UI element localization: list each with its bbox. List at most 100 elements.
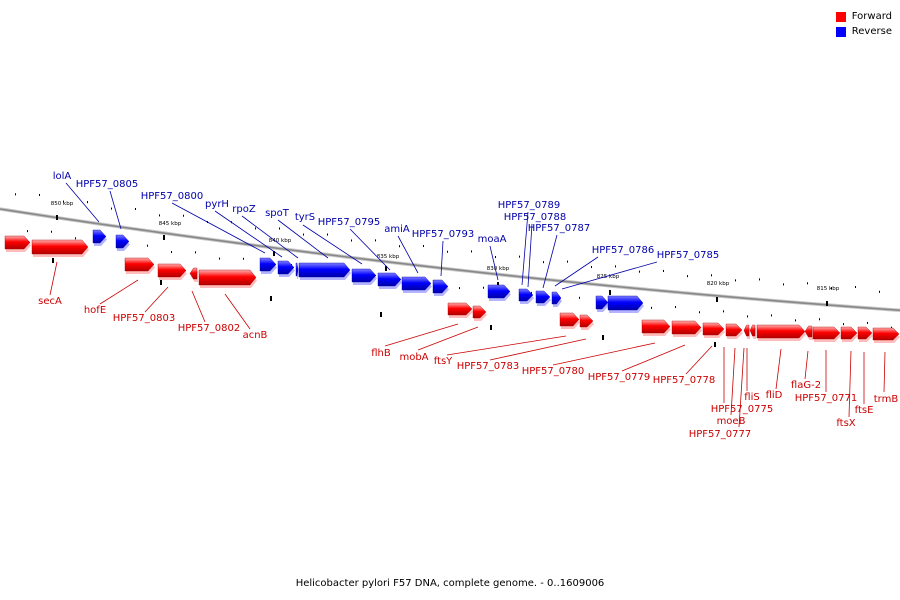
- gene-arrow-acnB[interactable]: [198, 269, 257, 286]
- gene-label-HPF57_0787[interactable]: HPF57_0787: [528, 223, 590, 234]
- gene-label-HPF57_0793[interactable]: HPF57_0793: [412, 229, 474, 240]
- leader-line-HPF57_0789: [521, 211, 529, 286]
- minor-tick: [891, 326, 892, 329]
- gene-label-ftsX[interactable]: ftsX: [836, 418, 855, 429]
- gene-label-trmB[interactable]: trmB: [874, 394, 899, 405]
- major-tick: [602, 335, 604, 340]
- major-tick: [826, 301, 828, 306]
- minor-tick: [459, 287, 460, 290]
- gene-label-ftsY[interactable]: ftsY: [434, 356, 453, 367]
- gene-label-HPF57_0783[interactable]: HPF57_0783: [457, 361, 519, 372]
- gene-arrow-flaG-2[interactable]: [812, 326, 841, 340]
- gene-arrow-pyrH[interactable]: [277, 260, 295, 275]
- minor-tick: [147, 244, 148, 247]
- gene-arrow-ftsY[interactable]: [559, 312, 580, 327]
- scale-label: 825 kbp: [597, 274, 620, 280]
- major-tick: [385, 266, 387, 271]
- leader-line-HPF57_0800: [171, 202, 266, 254]
- gene-label-HPF57_0789[interactable]: HPF57_0789: [498, 200, 560, 211]
- gene-arrow-HPF57_0795[interactable]: [377, 272, 402, 287]
- gene-label-lolA[interactable]: lolA: [53, 171, 72, 182]
- gene-label-mobA[interactable]: mobA: [399, 352, 428, 363]
- minor-tick: [531, 291, 532, 294]
- gene-label-acnB[interactable]: acnB: [243, 330, 268, 341]
- gene-arrow-HPF57_0785[interactable]: [607, 295, 644, 311]
- gene-arrow-HPF57_0788[interactable]: [535, 290, 551, 304]
- gene-arrow-fliD[interactable]: [804, 325, 813, 338]
- gene-label-tyrS[interactable]: tyrS: [295, 212, 315, 223]
- scale-label: 820 kbp: [707, 281, 730, 287]
- gene-arrow-flhB[interactable]: [447, 302, 473, 316]
- gene-arrow-HPF57_0786[interactable]: [595, 295, 609, 310]
- scale-label: 845 kbp: [159, 221, 182, 227]
- gene-arrow-trmB[interactable]: [4, 235, 31, 250]
- gene-label-moaA[interactable]: moaA: [478, 234, 507, 245]
- gene-label-flhB[interactable]: flhB: [371, 348, 391, 359]
- leader-line-tyrS: [302, 224, 363, 265]
- gene-arrow-HPF57_0800[interactable]: [259, 257, 277, 272]
- gene-label-HPF57_0786[interactable]: HPF57_0786: [592, 245, 654, 256]
- gene-label-HPF57_0771[interactable]: HPF57_0771: [795, 393, 857, 404]
- legend-label-forward: Forward: [851, 11, 892, 22]
- gene-arrow-HPF57_0777[interactable]: [749, 324, 756, 337]
- gene-arrow-HPF57_0787[interactable]: [551, 291, 562, 305]
- gene-label-HPF57_0802[interactable]: HPF57_0802: [178, 323, 240, 334]
- gene-arrow-HPF57_0775[interactable]: [725, 323, 743, 337]
- gene-label-secA[interactable]: secA: [38, 296, 62, 307]
- gene-label-HPF57_0805[interactable]: HPF57_0805: [76, 179, 138, 190]
- gene-arrow-moeB[interactable]: [743, 324, 750, 337]
- gene-label-ftsE[interactable]: ftsE: [855, 405, 874, 416]
- leader-line-moaA: [489, 245, 499, 281]
- gene-label-HPF57_0788[interactable]: HPF57_0788: [504, 212, 566, 223]
- gene-label-spoT[interactable]: spoT: [265, 208, 290, 219]
- gene-arrow-lolA[interactable]: [92, 229, 107, 244]
- gene-label-HPF57_0780[interactable]: HPF57_0780: [522, 366, 584, 377]
- leader-line-acnB: [224, 293, 251, 330]
- gene-arrow-ftsE[interactable]: [872, 327, 900, 341]
- gene-arrow-HPF57_0803[interactable]: [157, 263, 187, 278]
- gene-arrow-HPF57_0779[interactable]: [671, 320, 702, 335]
- gene-label-rpoZ[interactable]: rpoZ: [232, 204, 256, 215]
- gene-label-flaG-2[interactable]: flaG-2: [791, 380, 821, 391]
- gene-arrow-tyrS[interactable]: [351, 268, 377, 283]
- leader-line-spoT: [277, 219, 329, 259]
- gene-label-HPF57_0800[interactable]: HPF57_0800: [141, 191, 203, 202]
- gene-label-HPF57_0778[interactable]: HPF57_0778: [653, 375, 715, 386]
- gene-label-HPF57_0775[interactable]: HPF57_0775: [711, 404, 773, 415]
- leader-line-fliD: [775, 348, 782, 390]
- gene-arrow-HPF57_0783[interactable]: [579, 314, 594, 328]
- gene-arrow-HPF57_0793[interactable]: [432, 279, 449, 294]
- gene-arrow-rpoZ[interactable]: [295, 262, 299, 277]
- gene-arrow-HPF57_0778[interactable]: [702, 322, 725, 336]
- gene-label-HPF57_0777[interactable]: HPF57_0777: [689, 429, 751, 440]
- gene-label-hofE[interactable]: hofE: [84, 305, 106, 316]
- gene-arrow-spoT[interactable]: [298, 262, 351, 278]
- gene-label-amiA[interactable]: amiA: [384, 224, 410, 235]
- gene-arrow-HPF57_0780[interactable]: [641, 319, 671, 334]
- gene-arrow-fliS[interactable]: [756, 324, 806, 339]
- minor-tick: [615, 265, 616, 268]
- gene-arrow-HPF57_0805[interactable]: [115, 234, 130, 249]
- gene-arrow-moaA[interactable]: [487, 284, 511, 299]
- gene-label-HPF57_0779[interactable]: HPF57_0779: [588, 372, 650, 383]
- gene-arrow-HPF57_0789[interactable]: [518, 288, 534, 302]
- gene-arrow-secA[interactable]: [31, 239, 89, 255]
- gene-arrow-hofE[interactable]: [124, 257, 155, 272]
- gene-label-fliS[interactable]: fliS: [744, 392, 759, 403]
- gene-arrow-HPF57_0771[interactable]: [840, 326, 858, 340]
- gene-label-HPF57_0803[interactable]: HPF57_0803: [113, 313, 175, 324]
- gene-label-pyrH[interactable]: pyrH: [205, 199, 229, 210]
- gene-label-fliD[interactable]: fliD: [766, 390, 783, 401]
- scale-label: 840 kbp: [269, 238, 292, 244]
- gene-arrow-HPF57_0802[interactable]: [189, 267, 198, 280]
- gene-label-moeB[interactable]: moeB: [717, 416, 746, 427]
- legend-item-forward: Forward: [835, 9, 892, 24]
- minor-tick: [135, 208, 136, 211]
- gene-arrow-mobA[interactable]: [472, 305, 487, 319]
- gene-arrow-amiA[interactable]: [401, 276, 432, 291]
- gene-arrow-ftsX[interactable]: [857, 326, 873, 340]
- gene-label-HPF57_0785[interactable]: HPF57_0785: [657, 250, 719, 261]
- minor-tick: [495, 256, 496, 259]
- gene-label-HPF57_0795[interactable]: HPF57_0795: [318, 217, 380, 228]
